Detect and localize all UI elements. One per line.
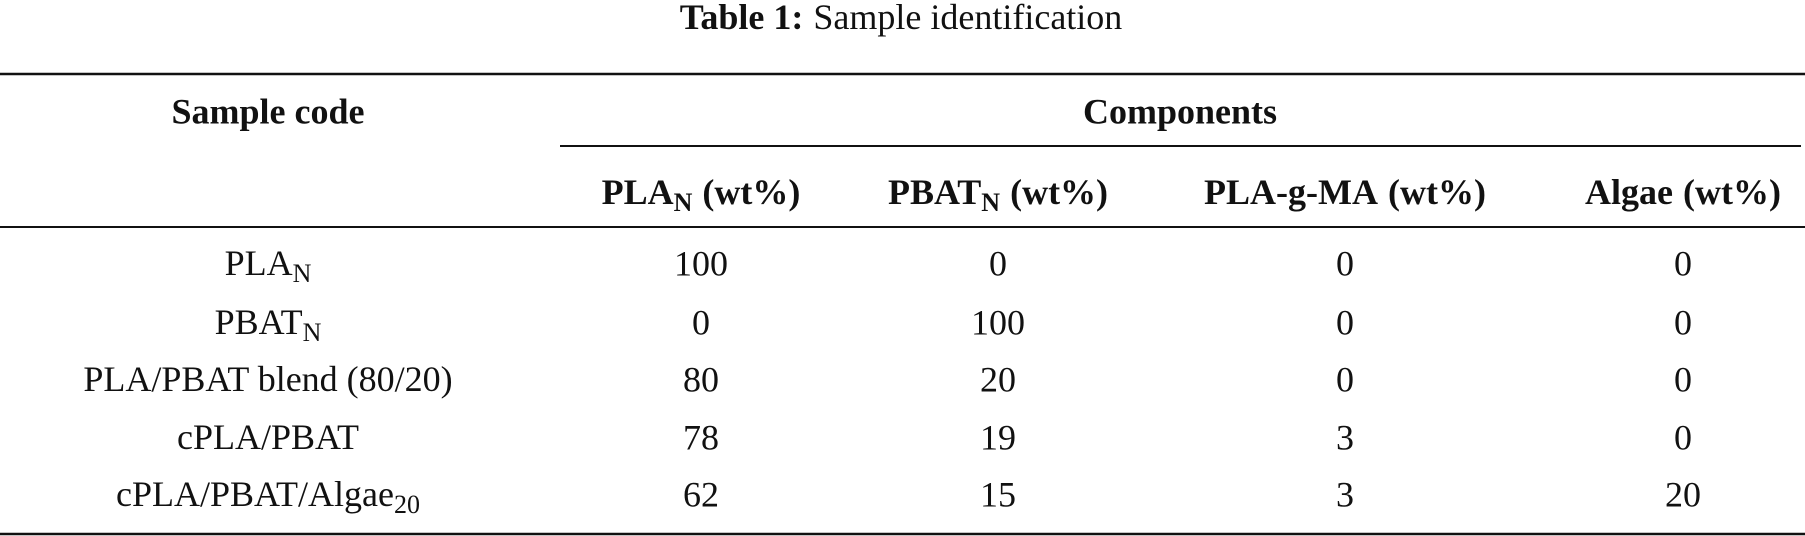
sample-code-main: PBAT	[215, 302, 303, 342]
column-header-sub: N	[674, 188, 693, 217]
sample-code-sub: N	[303, 318, 322, 347]
column-header: Algae (wt%)	[1585, 172, 1781, 212]
column-header-suffix: (wt%)	[1010, 172, 1108, 212]
column-header: PBATN (wt%)	[888, 172, 1108, 217]
column-header-sub: N	[981, 188, 1000, 217]
caption: Table 1: Sample identification	[680, 0, 1123, 37]
caption-text: Sample identification	[813, 0, 1122, 37]
cell-value: 100	[674, 243, 728, 283]
column-header-main: PBAT	[888, 172, 981, 212]
column-header-suffix: (wt%)	[1388, 172, 1486, 212]
cell-value: 100	[971, 302, 1025, 342]
column-header-main: Algae	[1585, 172, 1673, 212]
header-components: Components	[1083, 91, 1277, 131]
caption-label: Table 1:	[680, 0, 804, 37]
cell-value: 0	[1336, 359, 1354, 399]
sample-code: cPLA/PBAT/Algae20	[116, 474, 420, 519]
cell-value: 0	[1336, 243, 1354, 283]
cell-value: 0	[1674, 359, 1692, 399]
cell-value: 0	[1674, 243, 1692, 283]
cell-value: 0	[692, 302, 710, 342]
cell-value: 80	[683, 359, 719, 399]
sample-code-main: PLA	[225, 243, 293, 283]
column-header-suffix: (wt%)	[702, 172, 800, 212]
cell-value: 0	[989, 243, 1007, 283]
cell-value: 3	[1336, 474, 1354, 514]
sample-code-sub: N	[293, 259, 312, 288]
sample-code-main: cPLA/PBAT/Algae	[116, 474, 394, 514]
sample-code: PLA/PBAT blend (80/20)	[83, 359, 452, 399]
cell-value: 0	[1336, 302, 1354, 342]
cell-value: 20	[980, 359, 1016, 399]
header-sample-code: Sample code	[172, 91, 365, 131]
cell-value: 0	[1674, 302, 1692, 342]
sample-code-main: PLA/PBAT blend (80/20)	[83, 359, 452, 399]
sample-code: PLAN	[225, 243, 312, 288]
sample-code-sub: 20	[394, 490, 420, 519]
cell-value: 19	[980, 417, 1016, 457]
cell-value: 0	[1674, 417, 1692, 457]
cell-value: 78	[683, 417, 719, 457]
cell-value: 3	[1336, 417, 1354, 457]
column-header: PLA-g-MA (wt%)	[1204, 172, 1486, 212]
sample-code: cPLA/PBAT	[177, 417, 359, 457]
sample-code-main: cPLA/PBAT	[177, 417, 359, 457]
cell-value: 15	[980, 474, 1016, 514]
column-header-suffix: (wt%)	[1683, 172, 1781, 212]
column-header-main: PLA-g-MA	[1204, 172, 1378, 212]
cell-value: 20	[1665, 474, 1701, 514]
cell-value: 62	[683, 474, 719, 514]
column-header: PLAN (wt%)	[602, 172, 801, 217]
sample-code: PBATN	[215, 302, 322, 347]
column-header-main: PLA	[602, 172, 674, 212]
